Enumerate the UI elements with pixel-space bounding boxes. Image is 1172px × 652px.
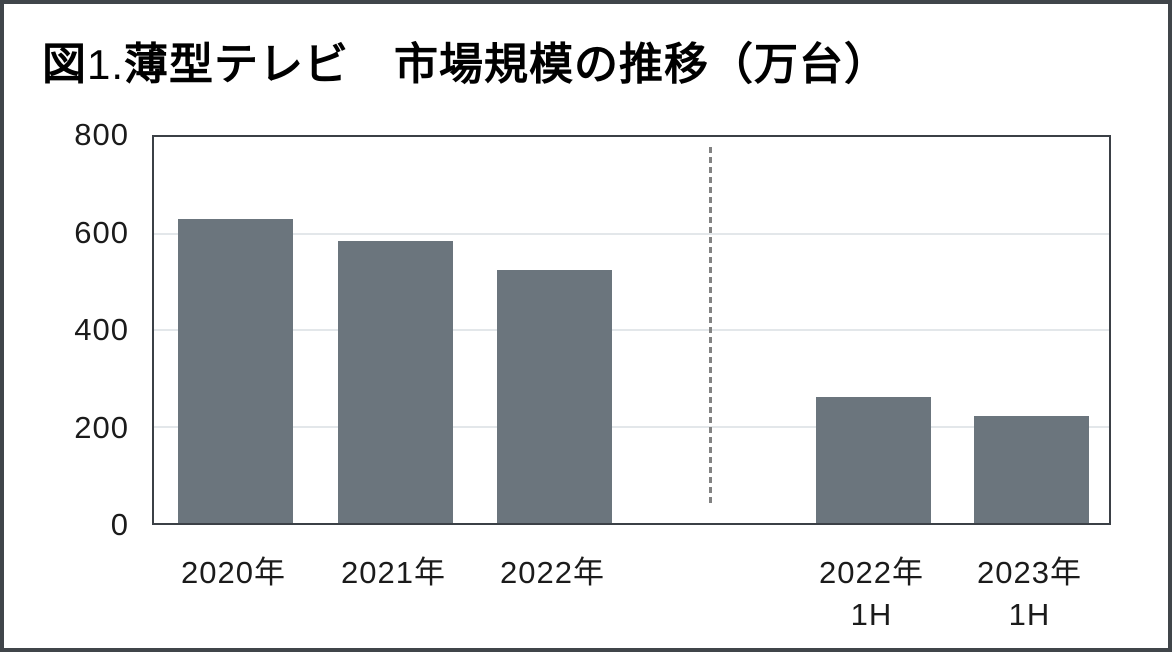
x-axis-label: 2023年 1H (977, 555, 1082, 632)
bar-2021年 (338, 240, 453, 523)
gridline-600 (154, 232, 1109, 235)
x-axis-label: 2021年 (341, 555, 446, 590)
gridline-200 (154, 425, 1109, 428)
chart-title-number: 1. (87, 41, 125, 88)
x-axis-label: 2022年 1H (819, 555, 924, 632)
x-axis-label: 2020年 (181, 555, 286, 590)
period-divider-line (709, 147, 712, 507)
bar-2022年-1H (816, 396, 931, 523)
y-tick-label: 200 (74, 409, 129, 445)
y-axis: 800 600 400 200 0 (4, 117, 129, 542)
x-axis: 2020年 2021年 2022年 2022年 1H 2023年 1H (152, 552, 1111, 647)
bar-2022年 (497, 269, 612, 523)
chart-title-prefix: 図 (42, 40, 87, 89)
y-tick-label: 600 (74, 214, 129, 250)
x-axis-label: 2022年 (500, 555, 605, 590)
chart-title-text: 薄型テレビ 市場規模の推移（万台） (124, 40, 890, 89)
y-tick-label: 0 (110, 507, 129, 542)
y-tick-label: 400 (74, 312, 129, 347)
y-tick-label: 800 (74, 117, 129, 152)
bar-2023年-1H (974, 415, 1089, 523)
chart-title: 図1.薄型テレビ 市場規模の推移（万台） (42, 28, 889, 92)
gridline-400 (154, 329, 1109, 331)
plot-area (152, 135, 1111, 525)
bar-2020年 (178, 219, 293, 523)
